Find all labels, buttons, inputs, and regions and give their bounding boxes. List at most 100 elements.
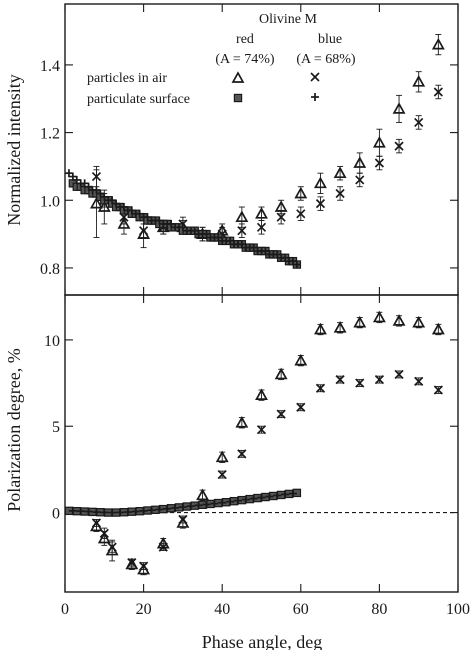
particles-in-air-blue-point (355, 378, 365, 388)
x-tick-label: 100 (446, 601, 470, 618)
particles-in-air-red-point (353, 315, 367, 328)
particulate-surface-blue-point (288, 489, 297, 498)
particulate-surface-blue-point (257, 493, 266, 502)
particles-in-air-red-point (314, 176, 327, 189)
particulate-surface-blue-point (178, 503, 187, 512)
particles-in-air-red-point (431, 322, 445, 335)
particles-in-air-red-point (372, 135, 386, 148)
particulate-surface-blue-point (76, 507, 85, 516)
legend-header: Olivine M (259, 12, 317, 27)
particles-in-air-blue-point (158, 542, 168, 552)
legend-albedo-blue: (A = 68%) (296, 52, 356, 67)
y-tick-label: 1.0 (40, 193, 60, 210)
particles-in-air-red-point (125, 557, 139, 570)
particles-in-air-blue-point (99, 528, 109, 538)
particulate-surface-blue-point (194, 501, 203, 510)
legend: Olivine M red blue (A = 74%) (A = 68%) p… (87, 12, 356, 107)
particles-in-air-red-point (196, 488, 209, 501)
y-tick-label: 1.2 (40, 126, 60, 143)
particles-in-air-blue-point (178, 514, 188, 525)
particles-in-air-blue-point (138, 561, 149, 571)
particulate-surface-blue-point (68, 506, 77, 515)
particulate-surface-blue-point (281, 490, 290, 499)
particles-in-air-red-point (255, 207, 268, 219)
particles-in-air-blue-point (237, 449, 247, 459)
particles-in-air-red-point (412, 315, 426, 328)
particles-in-air-red-point (392, 102, 406, 114)
x-tick-label: 20 (136, 601, 152, 618)
particulate-surface-blue-point (218, 498, 227, 507)
particles-in-air-blue-point (394, 369, 404, 380)
particulate-surface-blue-point (249, 494, 258, 503)
particulate-surface-blue-point (131, 507, 140, 516)
particles-in-air-blue-point (127, 558, 137, 568)
particles-in-air-blue-point (256, 222, 267, 232)
particulate-surface-blue-point (292, 260, 301, 269)
particles-in-air-red-point (314, 322, 327, 335)
y-tick-label: 5 (52, 419, 60, 436)
legend-symbol-air-blue (310, 72, 320, 82)
particles-in-air-blue-point (433, 385, 443, 395)
y-tick-label: 0 (52, 506, 60, 523)
particulate-surface-blue-point (155, 505, 164, 514)
particulate-surface-blue-point (100, 508, 109, 517)
particles-in-air-red-point (117, 217, 131, 229)
top-y-axis-label: Normalized intensity (4, 74, 24, 225)
particles-in-air-blue-point (414, 117, 424, 128)
particles-in-air-blue-point (335, 375, 345, 385)
y-tick-label: 1.4 (40, 58, 60, 75)
legend-albedo-red: (A = 74%) (215, 52, 275, 67)
particles-in-air-blue-point (91, 518, 102, 528)
particles-in-air-red-point (215, 450, 229, 463)
legend-symbol-surface-blue (311, 93, 319, 101)
particles-in-air-blue-point (335, 188, 345, 199)
particles-in-air-blue-point (256, 425, 267, 435)
particles-in-air-red-point (235, 210, 249, 223)
particulate-surface-blue-point (147, 506, 156, 515)
particulate-surface-blue-point (171, 503, 180, 512)
top-plot-marks (64, 34, 445, 269)
particles-in-air-red-point (372, 310, 386, 323)
particles-in-air-blue-point (217, 469, 227, 480)
particulate-surface-blue-point (233, 496, 242, 505)
bottom-y-axis-label: Polarization degree, % (4, 348, 24, 511)
x-tick-label: 40 (214, 601, 230, 618)
particles-in-air-blue-point (296, 402, 306, 412)
legend-row-surface: particulate surface (87, 92, 190, 107)
legend-row-air: particles in air (87, 71, 167, 86)
y-tick-label: 0.8 (40, 261, 60, 278)
particles-in-air-blue-point (433, 87, 443, 97)
particles-in-air-blue-point (276, 409, 286, 419)
particulate-surface-blue-point (116, 508, 125, 517)
particles-in-air-red-point (294, 353, 308, 366)
particles-in-air-blue-point (394, 141, 404, 151)
y-tick-label: 10 (44, 333, 60, 350)
particulate-surface-blue-point (92, 508, 101, 517)
particles-in-air-blue-point (315, 383, 326, 393)
x-tick-label: 60 (293, 601, 309, 618)
particles-in-air-red-point (97, 531, 111, 544)
legend-symbols (231, 71, 320, 103)
particles-in-air-red-point (97, 200, 111, 212)
particles-in-air-blue-point (315, 199, 326, 209)
particles-in-air-blue-point (237, 226, 247, 236)
particulate-surface-blue-point (108, 508, 117, 517)
legend-col-red: red (236, 32, 254, 47)
x-axis-label: Phase angle, deg (202, 632, 322, 650)
particles-in-air-red-point (412, 75, 426, 87)
legend-symbol-air-red (231, 71, 245, 83)
particles-in-air-blue-point (107, 542, 117, 552)
particles-in-air-blue-point (138, 226, 149, 236)
particles-in-air-red-point (353, 156, 367, 168)
particles-in-air-blue-point (374, 158, 385, 168)
particles-in-air-blue-point (91, 171, 102, 182)
particles-in-air-red-point (89, 196, 103, 209)
particulate-surface-blue-point (123, 508, 132, 517)
particulate-surface-blue-point (241, 495, 250, 504)
particles-in-air-red-point (431, 37, 445, 50)
particles-in-air-blue-point (296, 209, 306, 219)
particles-in-air-red-point (392, 314, 406, 326)
particulate-surface-blue-point (139, 506, 148, 515)
particles-in-air-red-point (235, 416, 249, 428)
